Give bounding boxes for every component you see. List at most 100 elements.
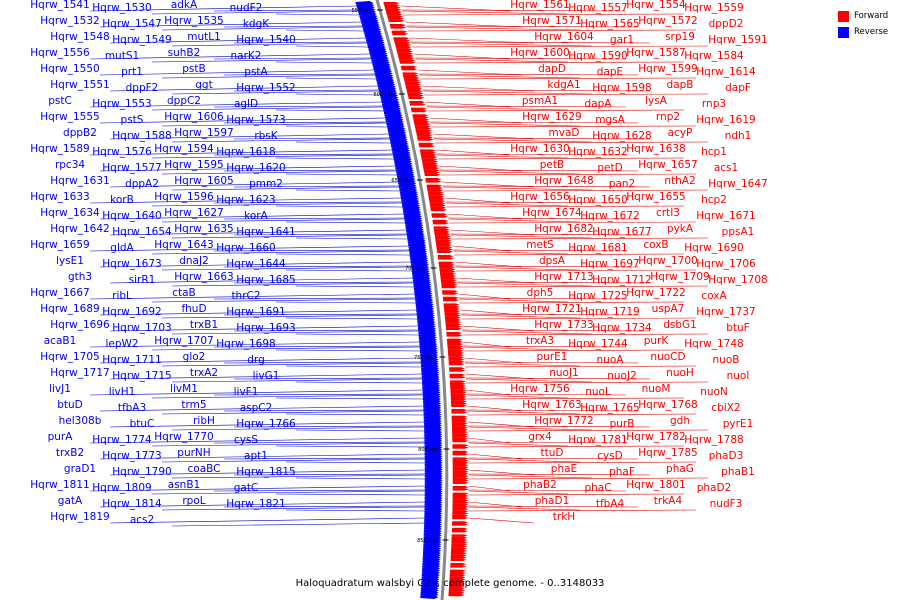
connector-line (443, 186, 593, 191)
connector-line (275, 205, 403, 208)
forward-gene-arrow (442, 292, 459, 295)
strand-legend: Forward Reverse (838, 8, 888, 40)
reverse-gene-label-coabc: coaBC (188, 463, 221, 475)
connector-line (275, 301, 416, 304)
forward-gene-label-hqrw-1748: Hqrw_1748 (684, 338, 743, 350)
forward-gene-label-hqrw-1598: Hqrw_1598 (592, 82, 651, 94)
forward-gene-arrow (451, 404, 468, 407)
reverse-gene-label-hqrw-1707: Hqrw_1707 (154, 335, 213, 347)
reverse-gene-label-hqrw-1550: Hqrw_1550 (40, 63, 99, 75)
forward-gene-arrow (452, 437, 469, 440)
reverse-gene-label-hqrw-1555: Hqrw_1555 (40, 111, 99, 123)
forward-gene-arrow (410, 107, 427, 110)
reverse-gene-label-rpol: rpoL (182, 495, 205, 507)
connector-line (89, 389, 423, 396)
forward-gene-label-hqrw-1565: Hqrw_1565 (580, 18, 639, 30)
forward-gene-label-hqrw-1801: Hqrw_1801 (626, 479, 685, 491)
reverse-gene-label-hqrw-1576: Hqrw_1576 (92, 146, 152, 158)
forward-gene-label-hqrw-1630: Hqrw_1630 (510, 143, 569, 155)
forward-gene-arrow (448, 358, 465, 361)
forward-gene-arrow (451, 411, 468, 414)
forward-gene-arrow (445, 321, 462, 324)
connector-line (233, 137, 390, 140)
connector-line (453, 250, 569, 255)
connector-line (109, 133, 389, 140)
connector-line (161, 170, 397, 175)
connector-line (213, 249, 410, 252)
connector-line (151, 346, 420, 351)
reverse-gene-label-hqrw-1715: Hqrw_1715 (112, 370, 171, 382)
forward-gene-label-tfba4: tfbA4 (596, 498, 625, 510)
forward-gene-arrow (440, 272, 457, 275)
connector-line (151, 490, 425, 495)
connector-line (171, 90, 380, 95)
forward-gene-arrow (403, 74, 420, 77)
forward-gene-label-nudf3: nudF3 (710, 498, 743, 510)
forward-gene-arrow (415, 129, 432, 132)
forward-gene-label-cbix2: cbiX2 (711, 402, 740, 414)
forward-gene-arrow (413, 120, 430, 124)
connector-line (223, 265, 412, 268)
forward-gene-label-hqrw-1674: Hqrw_1674 (522, 207, 582, 219)
forward-gene-label-hqrw-1712: Hqrw_1712 (592, 274, 651, 286)
forward-gene-label-nuob: nuoB (713, 354, 740, 366)
reverse-gene-label-livj1: livJ1 (49, 383, 71, 395)
connector-line (151, 202, 402, 207)
forward-gene-arrow (451, 536, 468, 539)
connector-line (161, 26, 363, 31)
forward-gene-label-acs1: acs1 (714, 162, 738, 174)
connector-line (450, 233, 651, 236)
forward-gene-arrow (428, 195, 445, 198)
forward-gene-label-hqrw-1709: Hqrw_1709 (650, 271, 709, 283)
reverse-gene-label-dnaj2: dnaJ2 (179, 255, 209, 267)
forward-gene-arrow (394, 41, 411, 44)
forward-gene-label-purb: purB (610, 418, 635, 430)
forward-gene-arrow (443, 303, 460, 306)
forward-gene-arrow (452, 459, 469, 462)
connector-line (151, 250, 410, 255)
connector-line (275, 349, 420, 352)
connector-line (431, 125, 697, 128)
forward-gene-label-hqrw-1690: Hqrw_1690 (684, 242, 743, 254)
connector-line (213, 393, 423, 396)
reverse-gene-label-hqrw-1642: Hqrw_1642 (50, 223, 109, 235)
connector-line (460, 314, 581, 319)
tick-label-750-kbp: 750 kbp (414, 355, 434, 361)
connector-line (89, 197, 401, 204)
connector-line (419, 73, 639, 76)
connector-line (468, 429, 709, 432)
forward-gene-label-kdga1: kdgA1 (547, 79, 580, 91)
reverse-gene-label-gatc: gatC (234, 482, 259, 494)
connector-line (468, 457, 639, 460)
reverse-gene-label-dppa2: dppA2 (125, 178, 159, 190)
forward-gene-arrow (450, 393, 467, 396)
reverse-gene-label-hqrw-1641: Hqrw_1641 (236, 226, 295, 238)
connector-line (455, 266, 581, 271)
reverse-gene-label-hqrw-1540: Hqrw_1540 (236, 34, 295, 46)
forward-gene-arrow (440, 279, 457, 282)
forward-gene-label-acyp: acyP (668, 127, 693, 139)
reverse-gene-label-fhud: fhuD (181, 303, 206, 315)
forward-gene-arrow (438, 257, 455, 260)
connector-line (466, 394, 569, 399)
reverse-gene-label-hqrw-1663: Hqrw_1663 (174, 271, 233, 283)
forward-gene-arrow (398, 54, 415, 58)
forward-gene-arrow (388, 17, 405, 20)
connector-line (463, 349, 685, 352)
connector-line (468, 445, 685, 448)
connector-line (463, 346, 569, 351)
reverse-gene-label-hqrw-1530: Hqrw_1530 (92, 2, 151, 14)
forward-gene-arrow (434, 235, 451, 238)
connector-line (434, 141, 709, 144)
reverse-gene-label-hqrw-1556: Hqrw_1556 (30, 47, 90, 59)
forward-gene-arrow (452, 516, 469, 520)
forward-gene-label-hqrw-1604: Hqrw_1604 (534, 31, 594, 43)
connector-line (285, 509, 425, 512)
connector-line (223, 505, 425, 508)
connector-line (161, 266, 412, 271)
reverse-gene-label-lyse1: lysE1 (56, 255, 84, 267)
reverse-gene-label-hel308b: hel308b (59, 415, 102, 427)
connector-line (295, 45, 369, 48)
forward-gene-label-ttud: ttuD (541, 447, 564, 459)
